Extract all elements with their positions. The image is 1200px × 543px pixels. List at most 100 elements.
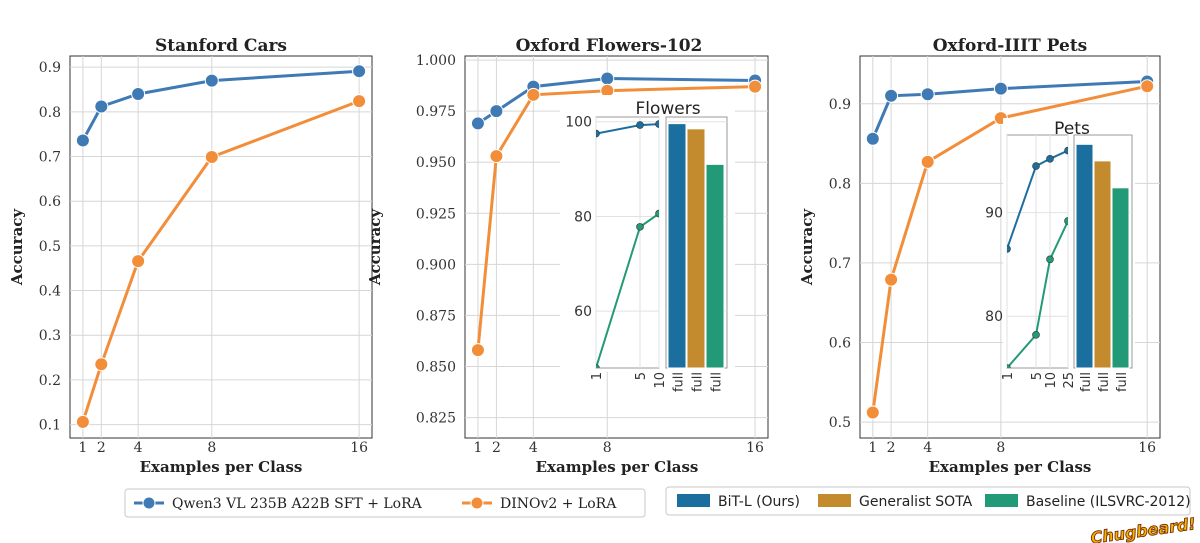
data-point-qwen3-vl xyxy=(600,71,615,86)
x-tick-label: 8 xyxy=(996,440,1005,456)
y-axis-label: Accuracy xyxy=(366,208,384,287)
gridlines xyxy=(70,56,372,438)
data-point-qwen3-vl xyxy=(352,64,367,79)
x-tick-label: 2 xyxy=(887,440,896,456)
inset-bar-tick-label: full xyxy=(1115,372,1130,392)
y-tick-label: 0.6 xyxy=(829,336,851,352)
inset-title: Pets xyxy=(1054,119,1090,139)
chart-panel-flowers: 0.825 0.850 0.875 0.900 0.925 0.950 0.975 1.000… xyxy=(366,36,769,476)
y-tick-label: 0.850 xyxy=(416,360,456,376)
y-tick-label: 0.9 xyxy=(39,60,61,76)
legend-label: Qwen3 VL 235B A22B SFT + LoRA xyxy=(172,496,423,512)
inset-data-point-baseline xyxy=(655,209,659,218)
legend-marker xyxy=(470,496,484,510)
x-tick-label: 1 xyxy=(868,440,877,456)
legend-frame xyxy=(124,488,646,518)
inset-y-tick-label: 100 xyxy=(565,115,592,131)
inset-data-point-bit-l xyxy=(1046,155,1054,163)
inset-data-point-baseline xyxy=(636,223,644,231)
inset-x-tick-label: 1 xyxy=(590,372,605,380)
data-point-dinov2 xyxy=(204,149,219,164)
y-tick-label: 0.1 xyxy=(39,418,61,434)
y-tick-label: 0.4 xyxy=(39,284,61,300)
legend-color-swatch xyxy=(818,494,851,507)
data-point-dinov2 xyxy=(748,79,763,94)
y-tick-label: 0.875 xyxy=(416,308,456,324)
y-tick-label: 0.9 xyxy=(829,97,851,113)
y-tick-label: 0.975 xyxy=(416,104,456,120)
inset-bar-tick-label: full xyxy=(1079,372,1094,392)
inset-x-tick-label: 5 xyxy=(1030,372,1045,380)
y-tick-label: 0.8 xyxy=(829,176,851,192)
watermark-logo: Chugbeard! xyxy=(1089,514,1197,543)
series-group xyxy=(75,64,367,429)
x-axis-label: Examples per Class xyxy=(140,458,303,476)
y-tick-label: 1.000 xyxy=(416,53,456,69)
inset-x-tick-label: 10 xyxy=(653,372,668,389)
inset-bar-generalist-sota xyxy=(686,128,706,369)
legend-frame xyxy=(665,486,1191,516)
inset-bar-bit-l xyxy=(667,123,687,369)
x-tick-label: 16 xyxy=(746,440,764,456)
chart-panel-cars: 0.1 0.2 0.3 0.4 0.5 0.6 0.7 0.8 0.9 1 2 4 8 16 Stanfor… xyxy=(8,36,373,476)
x-tick-label: 4 xyxy=(923,440,932,456)
data-point-dinov2 xyxy=(131,254,146,269)
inset-bar-baseline xyxy=(1111,187,1130,369)
inset-y-tick-label: 60 xyxy=(574,304,592,320)
inset-bar-baseline xyxy=(705,163,725,369)
data-point-dinov2 xyxy=(1140,79,1155,94)
data-point-qwen3-vl xyxy=(884,88,899,103)
inset-x-tick-label: 10 xyxy=(1044,372,1059,389)
legend-marker xyxy=(142,496,156,510)
x-tick-label: 4 xyxy=(134,440,143,456)
data-point-dinov2 xyxy=(526,87,541,102)
y-tick-label: 0.5 xyxy=(829,415,851,431)
watermark-text: Chugbeard! xyxy=(1089,514,1196,543)
x-tick-label: 8 xyxy=(603,440,612,456)
x-tick-label: 16 xyxy=(350,440,368,456)
inset-data-point-bit-l xyxy=(655,120,659,128)
inset-data-point-baseline xyxy=(1032,331,1040,339)
data-point-qwen3-vl xyxy=(204,73,219,88)
chart-title: Stanford Cars xyxy=(155,36,287,56)
legend-color-swatch xyxy=(985,494,1018,507)
inset-series-line-bit-l xyxy=(1007,149,1068,250)
y-axis-label: Accuracy xyxy=(8,208,26,287)
series-group xyxy=(865,74,1155,420)
inset-data-point-baseline xyxy=(1046,255,1054,264)
inset-line-area xyxy=(595,116,660,369)
data-point-qwen3-vl xyxy=(993,81,1008,96)
inset-data-point-bit-l xyxy=(1007,245,1011,253)
inset-data-point-baseline xyxy=(1007,364,1011,368)
x-tick-label: 2 xyxy=(492,440,501,456)
data-point-dinov2 xyxy=(75,414,90,429)
legend-main: Qwen3 VL 235B A22B SFT + LoRA DINOv2 + Lo… xyxy=(124,488,646,518)
y-tick-label: 0.8 xyxy=(39,105,61,121)
y-tick-label: 0.900 xyxy=(416,257,456,273)
y-tick-label: 0.825 xyxy=(416,411,456,427)
data-point-dinov2 xyxy=(352,94,367,109)
inset-series-line-baseline xyxy=(1007,220,1068,368)
x-tick-label: 8 xyxy=(207,440,216,456)
legend-label: DINOv2 + LoRA xyxy=(500,496,617,512)
plot-area xyxy=(69,55,373,439)
data-point-qwen3-vl xyxy=(75,133,90,148)
inset-series-group xyxy=(1007,146,1068,368)
inset-bar-bit-l xyxy=(1075,143,1094,369)
chart-title: Oxford Flowers-102 xyxy=(516,36,703,56)
y-tick-label: 0.950 xyxy=(416,155,456,171)
data-point-qwen3-vl xyxy=(131,86,146,101)
x-tick-label: 1 xyxy=(78,440,87,456)
inset-data-point-baseline xyxy=(596,364,600,368)
x-tick-label: 1 xyxy=(473,440,482,456)
data-point-qwen3-vl xyxy=(94,99,109,114)
data-point-dinov2 xyxy=(470,343,485,358)
y-tick-label: 0.7 xyxy=(39,150,61,166)
inset-bar-tick-label: full xyxy=(672,372,687,392)
legend-label: Baseline (ILSVRC-2012) xyxy=(1026,494,1191,510)
data-point-qwen3-vl xyxy=(920,87,935,102)
y-tick-label: 0.3 xyxy=(39,328,61,344)
legend-label: Generalist SOTA xyxy=(859,494,973,510)
